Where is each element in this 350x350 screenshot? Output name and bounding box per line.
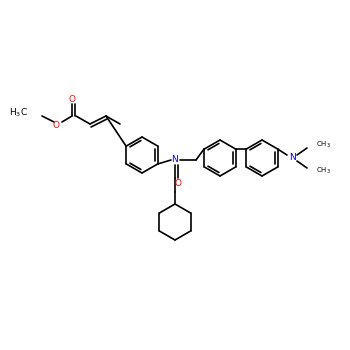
Text: N: N <box>289 154 295 162</box>
Text: O: O <box>52 120 60 130</box>
Text: CH$_3$: CH$_3$ <box>316 166 331 176</box>
Text: CH$_3$: CH$_3$ <box>316 140 331 150</box>
Text: H$_3$C: H$_3$C <box>9 107 28 119</box>
Text: O: O <box>175 178 182 188</box>
Text: N: N <box>172 155 178 164</box>
Text: O: O <box>69 96 76 105</box>
